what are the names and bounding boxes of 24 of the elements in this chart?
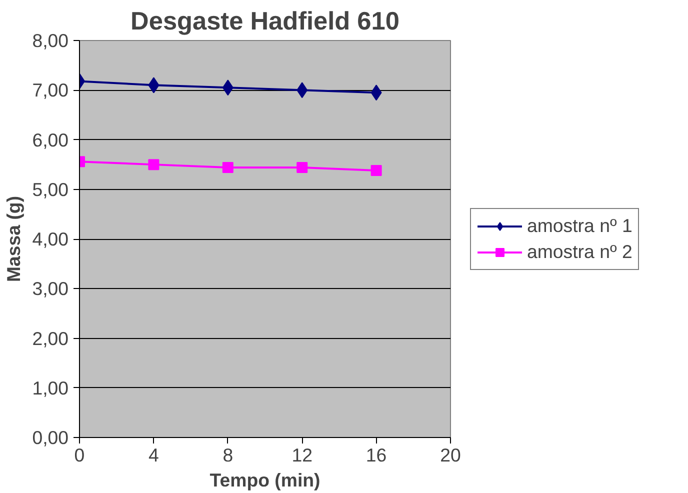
chart-title: Desgaste Hadfield 610 <box>130 8 400 36</box>
legend-label: amostra nº 1 <box>527 214 632 236</box>
x-tick-label: 8 <box>222 444 234 466</box>
x-tick-label: 16 <box>366 444 387 466</box>
point <box>222 162 234 174</box>
x-tick-label: 20 <box>440 444 461 466</box>
y-tick-label: 2,00 <box>32 328 68 349</box>
y-tick-label: 3,00 <box>32 278 68 300</box>
y-tick-label: 5,00 <box>32 178 68 200</box>
x-tick-label: 4 <box>148 444 159 466</box>
legend-label: amostra nº 2 <box>527 240 632 262</box>
x-axis-title: Tempo (min) <box>210 470 320 490</box>
y-tick-label: 1,00 <box>32 377 68 398</box>
y-tick-label: 4,00 <box>32 228 68 250</box>
point <box>148 159 160 170</box>
y-tick-label: 6,00 <box>32 129 68 150</box>
x-tick-label: 0 <box>74 444 85 466</box>
point <box>370 165 382 176</box>
y-axis-title: Massa (g) <box>3 196 24 282</box>
x-tick-label: 12 <box>292 444 312 466</box>
y-tick-label: 0,00 <box>32 427 68 448</box>
y-tick-label: 7,00 <box>32 80 68 101</box>
y-tick-label: 8,00 <box>32 30 68 51</box>
point <box>296 162 308 174</box>
